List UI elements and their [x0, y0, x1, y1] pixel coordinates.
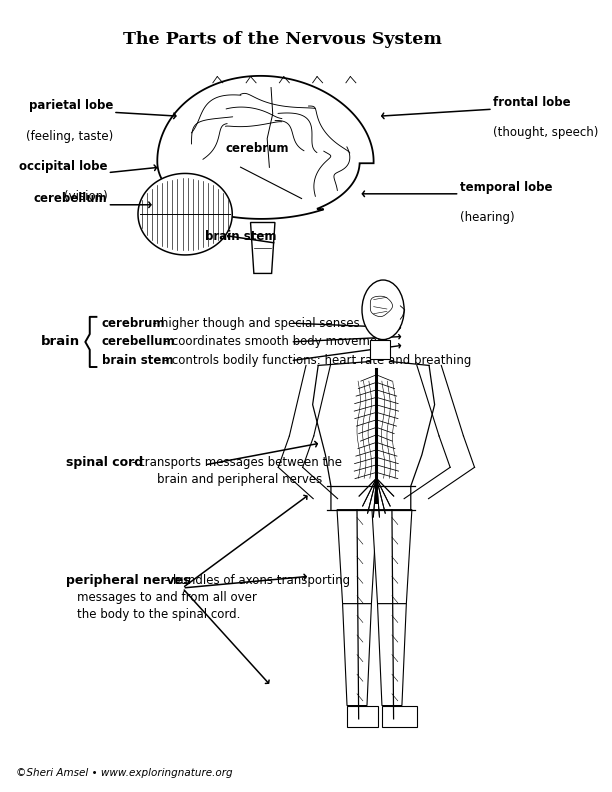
- Text: The Parts of the Nervous System: The Parts of the Nervous System: [123, 31, 442, 48]
- Text: spinal cord: spinal cord: [66, 456, 143, 469]
- Polygon shape: [382, 706, 417, 727]
- Text: ©Sheri Amsel • www.exploringnature.org: ©Sheri Amsel • www.exploringnature.org: [16, 768, 233, 779]
- Text: the body to the spinal cord.: the body to the spinal cord.: [77, 608, 241, 621]
- Polygon shape: [404, 365, 474, 499]
- Text: (hearing): (hearing): [460, 211, 514, 224]
- Text: cerebellum: cerebellum: [102, 336, 176, 348]
- Text: - controls bodily functions: heart rate and breathing: - controls bodily functions: heart rate …: [160, 354, 471, 367]
- Polygon shape: [370, 296, 392, 317]
- Text: - bundles of axons transporting: - bundles of axons transporting: [161, 573, 350, 587]
- Polygon shape: [378, 604, 406, 706]
- Text: temporal lobe: temporal lobe: [460, 181, 552, 194]
- Polygon shape: [370, 340, 390, 359]
- Text: brain stem: brain stem: [102, 354, 173, 367]
- Polygon shape: [157, 76, 373, 219]
- Text: (vision): (vision): [64, 190, 108, 203]
- Polygon shape: [250, 223, 275, 273]
- Text: cerebellum: cerebellum: [34, 192, 108, 205]
- Text: - higher though and special senses: - higher though and special senses: [149, 317, 359, 329]
- Text: - transports messages between the: - transports messages between the: [129, 456, 343, 469]
- Polygon shape: [278, 365, 338, 499]
- Text: cerebrum: cerebrum: [102, 317, 165, 329]
- Text: brain stem: brain stem: [205, 230, 277, 243]
- Polygon shape: [343, 604, 371, 706]
- Text: parietal lobe: parietal lobe: [29, 99, 113, 112]
- Text: cerebrum: cerebrum: [225, 142, 289, 154]
- Text: - coordinates smooth body movement: - coordinates smooth body movement: [160, 336, 390, 348]
- Text: peripheral nerves: peripheral nerves: [66, 573, 190, 587]
- Polygon shape: [313, 365, 435, 509]
- Text: frontal lobe: frontal lobe: [493, 96, 570, 109]
- Text: occipital lobe: occipital lobe: [19, 160, 108, 173]
- Text: messages to and from all over: messages to and from all over: [77, 591, 257, 604]
- Polygon shape: [372, 509, 412, 604]
- Polygon shape: [138, 173, 232, 255]
- Polygon shape: [337, 509, 377, 604]
- Text: brain and peripheral nerves: brain and peripheral nerves: [157, 474, 323, 486]
- Text: (thought, speech): (thought, speech): [493, 127, 598, 139]
- Text: (feeling, taste): (feeling, taste): [26, 130, 113, 143]
- Circle shape: [362, 280, 404, 340]
- Text: brain: brain: [40, 336, 80, 348]
- Polygon shape: [347, 706, 378, 727]
